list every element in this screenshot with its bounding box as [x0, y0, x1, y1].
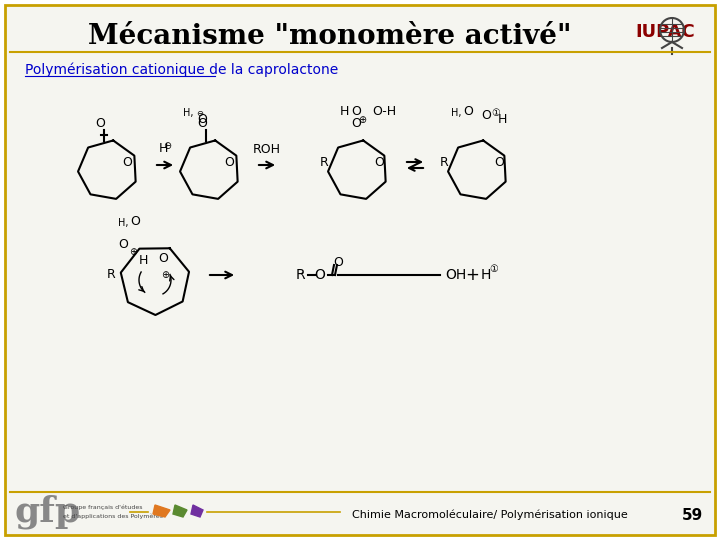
Polygon shape — [191, 505, 203, 517]
Text: O: O — [374, 156, 384, 168]
Text: Groupe français d'études: Groupe français d'études — [63, 504, 143, 510]
Text: O-H: O-H — [372, 105, 396, 118]
Text: O: O — [463, 105, 473, 118]
Text: O: O — [315, 268, 325, 282]
Text: H,: H, — [183, 108, 193, 118]
Text: ①: ① — [490, 264, 498, 274]
Text: +: + — [465, 266, 479, 284]
Text: O: O — [481, 109, 491, 122]
Text: et d'applications des Polymères: et d'applications des Polymères — [63, 513, 163, 519]
Text: ⊕: ⊕ — [358, 115, 366, 125]
Text: 59: 59 — [682, 508, 703, 523]
Text: H: H — [481, 268, 491, 282]
Text: ⊖: ⊖ — [163, 141, 171, 151]
Text: O: O — [118, 238, 128, 251]
Text: O: O — [158, 252, 168, 265]
Text: O: O — [197, 117, 207, 130]
Text: R: R — [320, 156, 328, 168]
Text: H: H — [498, 113, 507, 126]
Text: IUPAC: IUPAC — [635, 23, 695, 41]
Text: H,: H, — [118, 218, 128, 228]
Text: O: O — [224, 156, 234, 168]
Text: Chimie Macromoléculaire/ Polymérisation ionique: Chimie Macromoléculaire/ Polymérisation … — [352, 510, 628, 520]
Text: H,: H, — [451, 108, 462, 118]
Text: gfp: gfp — [15, 495, 81, 529]
Text: H: H — [159, 142, 168, 155]
Text: R: R — [295, 268, 305, 282]
Text: R: R — [107, 268, 115, 281]
Text: O: O — [95, 117, 105, 130]
Text: ⊖: ⊖ — [197, 109, 204, 118]
Text: H: H — [138, 253, 148, 267]
Text: O: O — [351, 117, 361, 130]
Text: Mécanisme "monomère activé": Mécanisme "monomère activé" — [89, 24, 572, 51]
Text: Polymérisation cationique de la caprolactone: Polymérisation cationique de la caprolac… — [25, 63, 338, 77]
Text: O: O — [494, 156, 504, 168]
Text: R: R — [440, 156, 449, 168]
Text: ROH: ROH — [253, 143, 281, 156]
Text: OH: OH — [445, 268, 467, 282]
Text: O: O — [122, 156, 132, 168]
Text: H: H — [339, 105, 348, 118]
Text: O: O — [351, 105, 361, 118]
Text: ⊕: ⊕ — [129, 247, 137, 257]
Polygon shape — [153, 505, 170, 517]
Text: O: O — [333, 255, 343, 268]
Text: O: O — [197, 113, 207, 126]
Polygon shape — [173, 505, 187, 517]
Text: ⊕: ⊕ — [161, 270, 169, 280]
Text: O: O — [130, 215, 140, 228]
Text: ①: ① — [492, 108, 500, 118]
